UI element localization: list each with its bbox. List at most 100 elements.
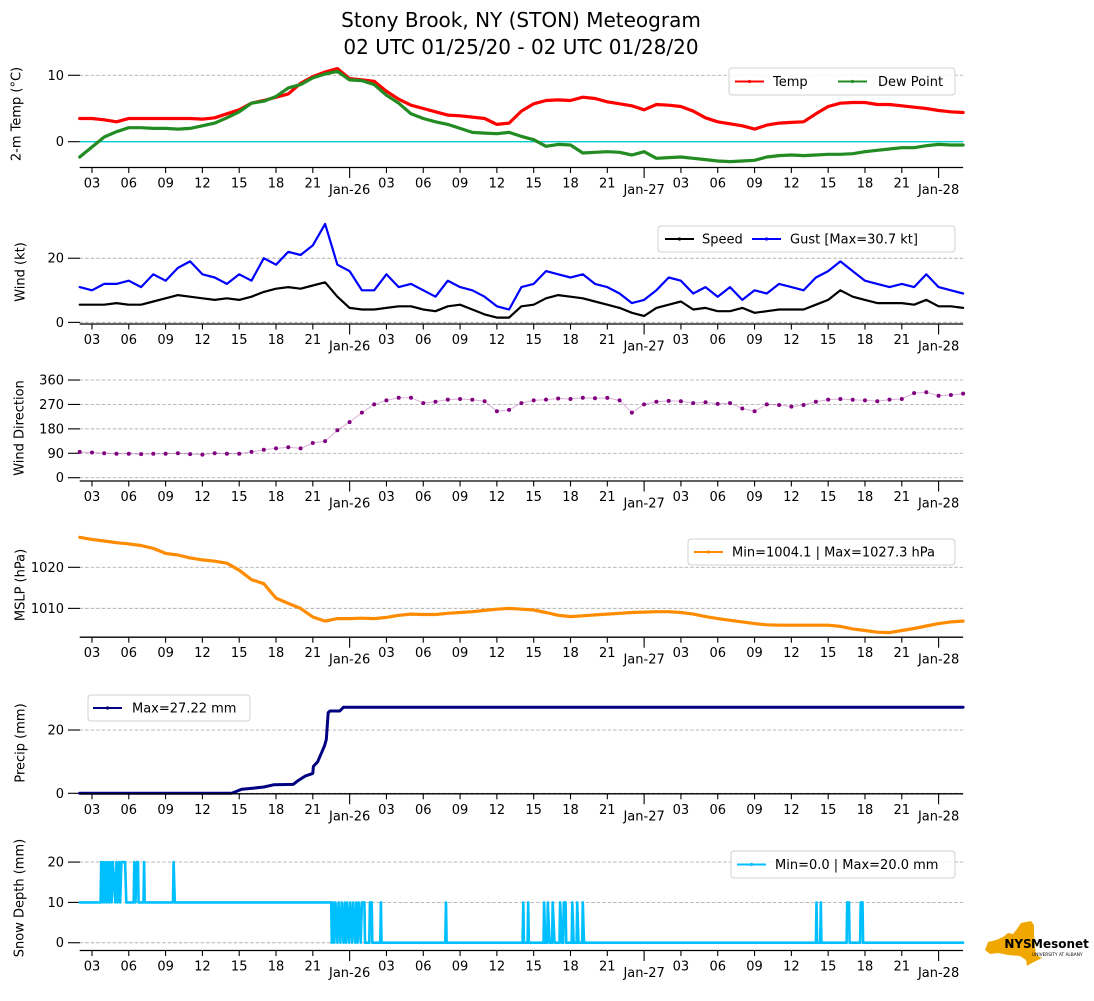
x-date-label: Jan-26 [328,497,370,512]
x-hour-label: 03 [378,333,395,348]
wind-direction-point [470,397,475,402]
wind-direction-point [237,451,242,456]
new-york-state-icon [985,921,1042,966]
x-hour-label: 09 [452,960,469,975]
x-hour-label: 21 [894,960,911,975]
wind-direction-point [777,403,782,407]
wind-direction-point [372,402,377,407]
x-hour-label: 06 [709,177,726,192]
x-hour-label: 09 [157,490,174,505]
x-date-label: Jan-28 [917,653,959,668]
y-tick-label: 0 [56,316,64,331]
wind-direction-point [77,449,82,454]
x-hour-label: 12 [489,646,506,661]
x-hour-label: 21 [599,803,616,818]
wind-direction-point [936,393,941,398]
x-hour-label: 06 [709,646,726,661]
wind-direction-point [310,441,315,445]
x-hour-label: 18 [857,490,874,505]
x-hour-label: 09 [157,177,174,192]
x-hour-label: 21 [894,646,911,661]
wind-direction-point [703,400,708,405]
wind-direction-point [740,406,745,411]
x-hour-label: 06 [415,333,432,348]
x-date-label: Jan-27 [622,809,664,824]
x-hour-label: 09 [452,490,469,505]
x-hour-label: 09 [746,646,763,661]
wind-direction-point [752,409,757,414]
wind-direction-point [200,452,205,457]
x-hour-label: 15 [231,490,248,505]
x-hour-label: 12 [783,333,800,348]
wind-direction-point [274,446,278,451]
x-hour-label: 18 [562,490,579,505]
x-date-label: Jan-28 [917,497,959,512]
y-axis-label: Precip (mm) [14,703,29,782]
x-hour-label: 03 [673,177,690,192]
x-hour-label: 12 [194,177,211,192]
wind-direction-point [666,398,671,403]
legend-marker [706,550,711,554]
wind-direction-point [764,402,769,407]
x-hour-label: 21 [894,333,911,348]
x-hour-label: 06 [709,803,726,818]
x-hour-label: 21 [305,646,322,661]
x-hour-label: 18 [857,803,874,818]
x-hour-label: 21 [305,803,322,818]
nys-mesonet-logo: NYS Mesonet UNIVERSITY AT ALBANY [985,921,1089,966]
x-date-label: Jan-28 [917,340,959,355]
x-hour-label: 21 [894,490,911,505]
panel-wind-kt: 0 20 03 06 09 12 15 18 21 Jan-26 03 06 09 12 15 18 21 Jan… [14,222,965,355]
legend: Max=27.22 mm [87,694,251,722]
x-hour-label: 21 [305,333,322,348]
x-hour-label: 06 [415,490,432,505]
x-date-label: Jan-26 [328,809,370,824]
legend-label: Min=0.0 | Max=20.0 mm [775,858,938,873]
x-hour-label: 06 [415,960,432,975]
wind-direction-point [458,397,463,401]
x-hour-label: 15 [525,646,542,661]
x-hour-label: 06 [415,803,432,818]
wind-direction-point [335,428,340,433]
x-hour-label: 15 [820,646,837,661]
x-hour-label: 15 [231,177,248,192]
y-tick-label: 0 [56,135,64,150]
x-hour-label: 18 [857,960,874,975]
x-hour-label: 12 [489,490,506,505]
y-tick-label: 0 [56,936,64,951]
wind-direction-point [163,451,168,456]
x-hour-label: 06 [121,177,138,192]
x-hour-label: 06 [121,333,138,348]
wind-direction-point [568,397,573,401]
wind-direction-point [114,451,119,456]
panel-snow-depth-mm: 0 10 20 03 06 09 12 15 18 21 Jan-26 03 06 09 12 15 18 21 J… [13,839,965,981]
wind-direction-point [887,397,892,402]
legend-label: Gust [Max=30.7 kt] [790,233,918,248]
x-hour-label: 09 [452,803,469,818]
x-hour-label: 03 [378,490,395,505]
x-hour-label: 18 [268,177,285,192]
x-date-label: Jan-28 [917,183,959,198]
wind-direction-point [249,449,254,454]
legend: Speed Gust [Max=30.7 kt] [657,225,956,253]
legend: Min=0.0 | Max=20.0 mm [730,850,956,879]
logo-university-text: UNIVERSITY AT ALBANY [1032,952,1083,958]
wind-direction-point [507,407,512,412]
y-tick-label: 90 [47,447,64,462]
wind-direction-point [948,393,953,397]
wind-direction-point [863,398,867,403]
wind-direction-point [323,439,328,444]
x-hour-label: 12 [783,490,800,505]
x-hour-label: 03 [378,177,395,192]
wind-direction-point [102,451,107,456]
x-hour-label: 21 [894,803,911,818]
y-tick-label: 270 [39,398,64,413]
legend-marker [677,237,682,241]
x-hour-label: 09 [157,333,174,348]
y-tick-label: 360 [39,374,64,389]
x-hour-label: 09 [157,960,174,975]
wind-direction-point [482,399,487,404]
legend-box [87,694,251,722]
y-tick-label: 1010 [31,602,64,617]
